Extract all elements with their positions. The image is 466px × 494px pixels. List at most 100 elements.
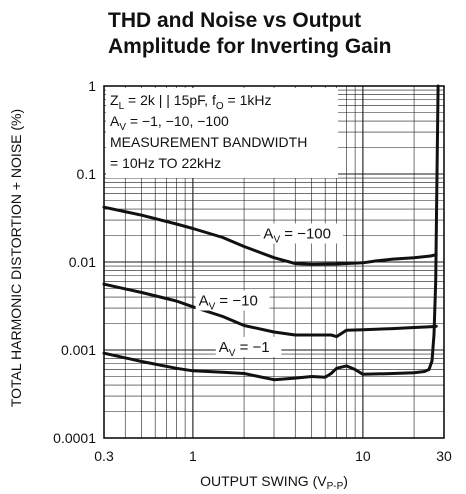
series-point bbox=[413, 326, 415, 329]
annotation-text-part: = 1kHz bbox=[224, 92, 272, 108]
series-point bbox=[243, 372, 246, 375]
series-point bbox=[433, 333, 435, 336]
y-tick-label: 0.01 bbox=[69, 254, 96, 270]
series-point bbox=[362, 261, 364, 264]
series-label-sub: V bbox=[209, 302, 216, 313]
series-point bbox=[413, 256, 415, 259]
series-label: AV = −10 bbox=[199, 293, 258, 313]
series-point bbox=[391, 372, 394, 375]
annotation-text-part: = 2k | | 15pF, f bbox=[124, 92, 216, 108]
series-point bbox=[324, 376, 327, 379]
y-tick-label: 0.001 bbox=[61, 342, 96, 358]
series-point bbox=[335, 335, 338, 338]
annotation-text-part: = −1, −10, −100 bbox=[126, 113, 229, 129]
series-point bbox=[243, 245, 246, 248]
series-point bbox=[423, 370, 426, 373]
plot-frame bbox=[103, 85, 445, 439]
series-point bbox=[310, 263, 313, 266]
series-point bbox=[243, 324, 246, 327]
series-point bbox=[362, 328, 364, 331]
annotation-text-part: L bbox=[119, 101, 125, 112]
series-point bbox=[294, 334, 297, 336]
x-tick-label: 1 bbox=[189, 448, 197, 464]
series-point bbox=[140, 214, 143, 217]
x-axis-title-main: OUTPUT SWING (V bbox=[200, 473, 327, 489]
annotation-text-part: O bbox=[216, 101, 224, 112]
series-label: AV = −100 bbox=[263, 225, 331, 245]
series-point bbox=[192, 305, 194, 308]
y-tick-label: 1 bbox=[88, 78, 96, 94]
series-label-main: A bbox=[219, 339, 229, 356]
series-point bbox=[294, 377, 297, 379]
series-point bbox=[294, 262, 297, 265]
series-point bbox=[175, 367, 178, 370]
series-point bbox=[413, 371, 415, 374]
series-label-sub: V bbox=[273, 234, 280, 245]
series-label-main: A bbox=[199, 293, 209, 310]
series-label-rest: = −100 bbox=[280, 225, 331, 242]
series-point bbox=[335, 263, 338, 265]
x-tick-label: 0.3 bbox=[94, 448, 114, 464]
annotation-background bbox=[106, 88, 338, 178]
series-point bbox=[221, 315, 224, 318]
annotation-line: AV = −1, −10, −100 bbox=[110, 113, 229, 133]
annotation-line: ZL = 2k | | 15pF, fO = 1kHz bbox=[110, 92, 271, 112]
series-point bbox=[437, 85, 439, 87]
annotation-line: MEASUREMENT BANDWIDTH bbox=[110, 134, 307, 150]
chart-title-line-2: Amplitude for Inverting Gain bbox=[108, 35, 392, 58]
series-label-main: A bbox=[263, 225, 273, 242]
series-label: AV = −1 bbox=[219, 339, 270, 359]
series-point bbox=[391, 327, 394, 330]
series-point bbox=[273, 378, 275, 381]
series-line bbox=[102, 84, 440, 382]
series-point bbox=[391, 258, 394, 260]
series-point bbox=[175, 223, 178, 225]
series-point bbox=[428, 368, 430, 371]
x-tick-label: 30 bbox=[436, 448, 452, 464]
series-point bbox=[221, 236, 224, 239]
x-tick-label: 10 bbox=[355, 448, 371, 464]
series-point bbox=[140, 291, 143, 294]
series-point bbox=[103, 352, 105, 355]
series-label-rest: = −1 bbox=[235, 339, 269, 356]
series-point bbox=[140, 360, 143, 363]
y-axis-title: TOTAL HARMONIC DISTORTION + NOISE (%) bbox=[8, 109, 24, 407]
x-axis-title: OUTPUT SWING (VP-P) bbox=[200, 473, 348, 492]
series-label-sub: V bbox=[229, 348, 236, 359]
y-tick-label: 0.1 bbox=[77, 166, 97, 182]
series-point bbox=[221, 371, 224, 374]
annotation-text-part: Z bbox=[110, 92, 119, 108]
series-label-background bbox=[195, 290, 270, 311]
series-line bbox=[102, 282, 438, 339]
annotation-line: = 10Hz TO 22kHz bbox=[110, 155, 221, 171]
annotation-text-part: MEASUREMENT BANDWIDTH bbox=[110, 134, 307, 150]
series-point bbox=[345, 365, 348, 367]
series-point bbox=[310, 375, 313, 378]
series-point bbox=[192, 227, 194, 230]
series-label-background bbox=[215, 336, 282, 357]
series-point bbox=[362, 373, 364, 376]
series-line bbox=[102, 205, 438, 266]
series-point bbox=[429, 255, 432, 257]
annotation-text-part: V bbox=[119, 122, 126, 133]
series-point bbox=[434, 280, 437, 283]
series-point bbox=[273, 256, 275, 259]
x-axis-title-close: ) bbox=[343, 473, 348, 489]
series-point bbox=[273, 331, 275, 333]
series-point bbox=[436, 173, 438, 175]
series-label-rest: = −10 bbox=[215, 293, 258, 310]
series-point bbox=[103, 283, 105, 286]
series-point bbox=[375, 260, 378, 262]
series-point bbox=[429, 325, 432, 328]
series-point bbox=[175, 300, 178, 302]
annotation-text-part: A bbox=[110, 113, 120, 129]
series-point bbox=[330, 372, 332, 375]
series-point bbox=[103, 206, 105, 209]
series-point bbox=[335, 367, 338, 370]
x-axis-title-sub: P-P bbox=[327, 481, 344, 492]
chart-title-line-1: THD and Noise vs Output bbox=[108, 9, 362, 32]
series-point bbox=[354, 368, 356, 371]
